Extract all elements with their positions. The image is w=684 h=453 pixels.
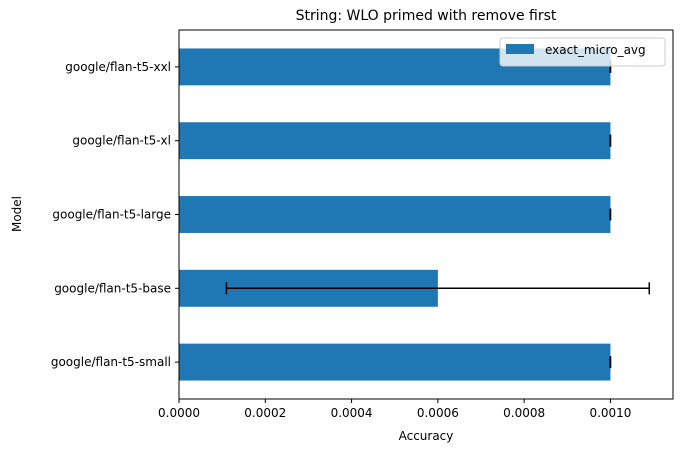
legend: exact_micro_avg [499,37,666,67]
x-tick-label: 0.0000 [158,406,200,420]
y-tick-label: google/flan-t5-large [52,208,171,222]
legend-swatch [506,44,534,54]
bar [179,122,611,160]
y-axis-label: Model [10,196,24,232]
x-tick-label: 0.0006 [417,406,459,420]
y-tick-label: google/flan-t5-xl [72,134,171,148]
x-tick-label: 0.0002 [244,406,286,420]
y-tick-label: google/flan-t5-base [54,281,171,295]
y-tick-label: google/flan-t5-small [51,355,171,369]
chart-title: String: WLO primed with remove first [296,8,557,24]
error-bar [225,282,651,295]
legend-label: exact_micro_avg [545,43,646,57]
axes: google/flan-t5-small google/flan-t5-base g… [51,29,674,420]
bar [179,196,611,233]
axes-frame [178,29,674,400]
y-tick-label: google/flan-t5-xxl [65,60,171,74]
x-tick-label: 0.0004 [331,406,373,420]
x-axis-label: Accuracy [399,429,454,443]
legend-frame [499,37,666,67]
x-tick-label: 0.0010 [589,406,631,420]
x-tick-label: 0.0008 [503,406,545,420]
bar [179,343,611,381]
